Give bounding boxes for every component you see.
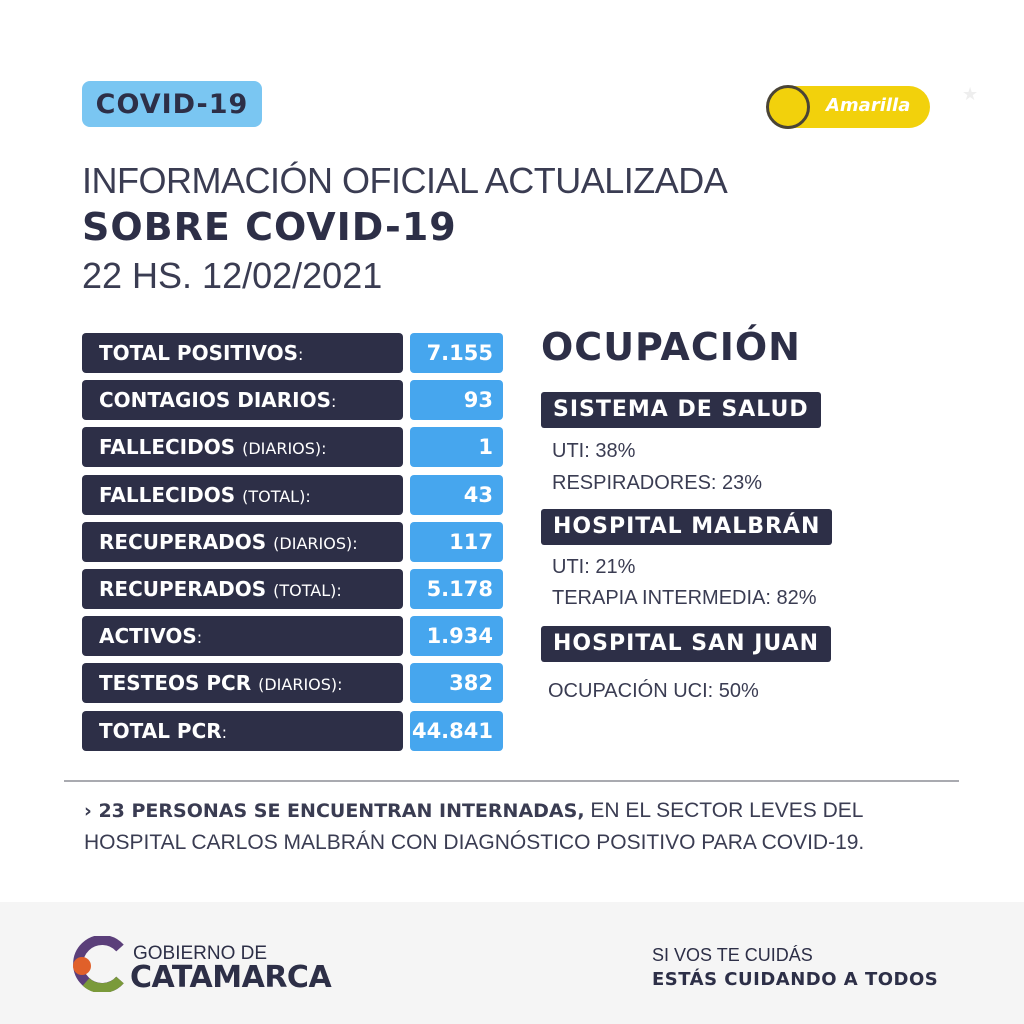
occupancy-line: UTI: 38% (552, 440, 636, 462)
title-line2: SOBRE COVID-19 (82, 205, 457, 249)
stat-label: ACTIVOS: (82, 616, 403, 657)
stat-label-text: CONTAGIOS DIARIOS (99, 388, 331, 413)
stat-value: 1.934 (410, 616, 503, 657)
section-sistema-salud: SISTEMA DE SALUD (541, 392, 821, 428)
slogan-line2: ESTÁS CUIDANDO A TODOS (652, 969, 939, 990)
stat-row: RECUPERADOS (DIARIOS): 117 (82, 521, 503, 562)
stat-value: 5.178 (410, 569, 503, 609)
section-hospital-malbran: HOSPITAL MALBRÁN (541, 509, 833, 545)
stat-label-text: RECUPERADOS (99, 529, 267, 554)
stat-row: FALLECIDOS (TOTAL): 43 (82, 474, 503, 515)
stat-value: 382 (410, 663, 503, 704)
footer (0, 902, 1024, 1024)
logo-text-main: CATAMARCA (130, 960, 332, 995)
note-bold: 23 PERSONAS SE ENCUENTRAN INTERNADAS, (98, 800, 585, 822)
stat-label-text: TOTAL PCR (99, 718, 222, 743)
stat-label-sub: (DIARIOS) (258, 675, 338, 695)
occupancy-line: TERAPIA INTERMEDIA: 82% (552, 587, 817, 609)
stat-label-sub: (DIARIOS) (242, 439, 322, 459)
report-date: 22 HS. 12/02/2021 (82, 255, 383, 296)
stat-label-text: RECUPERADOS (99, 577, 267, 601)
slogan-line1: SI VOS TE CUIDÁS (652, 945, 813, 965)
stat-value: 43 (410, 474, 503, 515)
stat-row: CONTAGIOS DIARIOS: 93 (82, 380, 503, 421)
stat-label: TESTEOS PCR (DIARIOS): (82, 663, 403, 704)
stat-value: 7.155 (410, 333, 503, 373)
stat-label: FALLECIDOS (DIARIOS): (82, 427, 403, 468)
ocupacion-title: OCUPACIÓN (541, 325, 801, 369)
stat-value: 93 (410, 380, 503, 421)
stat-label-text: TOTAL POSITIVOS (99, 341, 299, 365)
chevron-right-icon: › (84, 800, 99, 822)
occupancy-line: RESPIRADORES: 23% (552, 472, 763, 494)
stat-label: TOTAL PCR: (82, 710, 403, 751)
stat-label-sub: (TOTAL) (273, 581, 337, 600)
logo-text-top: GOBIERNO DE (133, 943, 268, 964)
title-line1: INFORMACIÓN OFICIAL ACTUALIZADA (82, 160, 728, 201)
stat-value: 1 (410, 427, 503, 468)
stat-label-sub: (DIARIOS) (273, 533, 353, 553)
stat-row: TOTAL PCR: 44.841 (82, 710, 503, 751)
internados-note: › 23 PERSONAS SE ENCUENTRAN INTERNADAS, … (84, 795, 964, 858)
stat-row: TOTAL POSITIVOS: 7.155 (82, 333, 503, 373)
stat-value: 44.841 (410, 710, 503, 751)
stat-label: TOTAL POSITIVOS: (82, 333, 403, 373)
status-indicator: Amarilla (766, 85, 930, 129)
star-icon: ★ (962, 84, 979, 105)
stat-label-text: ACTIVOS (99, 624, 197, 649)
covid-badge: COVID-19 (82, 81, 262, 127)
divider (64, 780, 959, 782)
note-rest: EN EL SECTOR LEVES DEL HOSPITAL CARLOS M… (84, 799, 865, 854)
stat-label: CONTAGIOS DIARIOS: (82, 380, 403, 421)
stat-row: RECUPERADOS (TOTAL): 5.178 (82, 569, 503, 609)
stat-label-sub: (TOTAL) (242, 486, 306, 506)
occupancy-line: OCUPACIÓN UCI: 50% (548, 680, 759, 702)
status-dot-icon (766, 85, 810, 129)
stat-label: RECUPERADOS (TOTAL): (82, 569, 403, 609)
section-hospital-san-juan: HOSPITAL SAN JUAN (541, 626, 832, 662)
stat-value: 117 (410, 521, 503, 562)
stat-label: FALLECIDOS (TOTAL): (82, 474, 403, 515)
stat-label-text: FALLECIDOS (99, 482, 236, 507)
stat-label: RECUPERADOS (DIARIOS): (82, 521, 403, 562)
status-label: Amarilla (826, 95, 911, 116)
stat-label-text: TESTEOS PCR (99, 671, 252, 696)
occupancy-line: UTI: 21% (552, 556, 636, 578)
stat-label-text: FALLECIDOS (99, 435, 236, 460)
stat-row: TESTEOS PCR (DIARIOS): 382 (82, 663, 503, 704)
stat-row: FALLECIDOS (DIARIOS): 1 (82, 427, 503, 468)
catamarca-logo-icon (73, 936, 124, 992)
stat-row: ACTIVOS: 1.934 (82, 616, 503, 657)
